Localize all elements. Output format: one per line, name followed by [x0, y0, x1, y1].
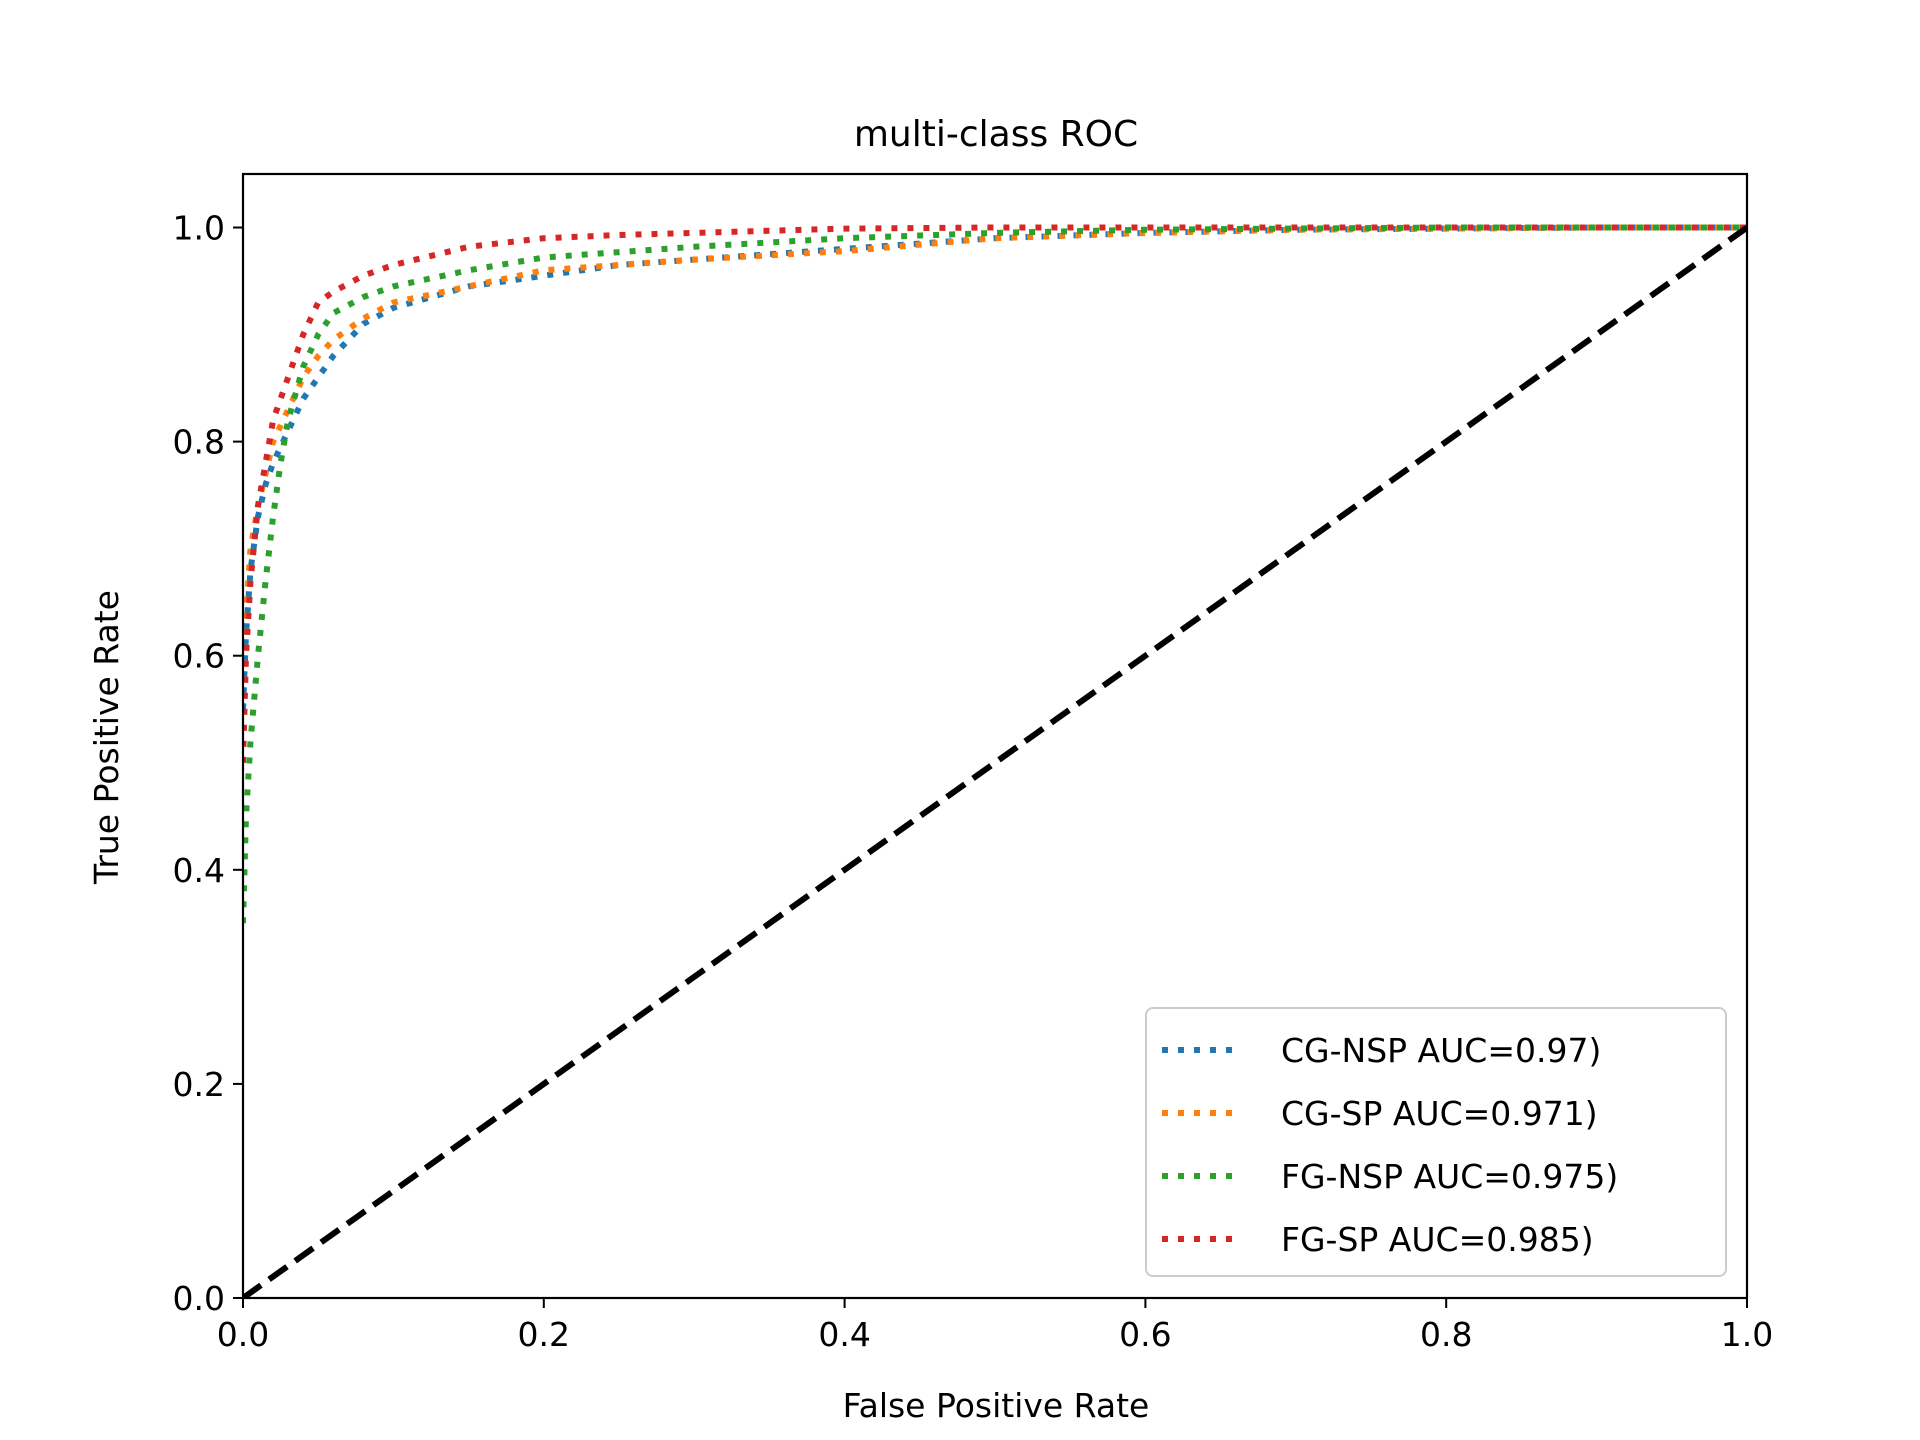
y-tick-label: 0.6 — [173, 637, 225, 676]
series-line-2 — [243, 224, 1747, 699]
legend: CG-NSP AUC=0.97) CG-SP AUC=0.971) FG-NSP A… — [1145, 1007, 1727, 1277]
y-tick-label: 0.4 — [173, 851, 225, 890]
x-tick-label: 0.0 — [217, 1315, 269, 1354]
axes-frame — [241, 172, 1749, 1300]
y-tick-label: 0.8 — [173, 423, 225, 462]
series-line-4 — [243, 224, 1747, 763]
legend-label-3: FG-NSP AUC=0.975) — [1281, 1157, 1618, 1196]
x-tick-label: 0.6 — [1119, 1315, 1171, 1354]
x-tick-label: 0.2 — [518, 1315, 570, 1354]
x-tick-label: 1.0 — [1721, 1315, 1773, 1354]
y-tick-label: 1.0 — [173, 209, 225, 248]
legend-label-2: CG-SP AUC=0.971) — [1281, 1094, 1598, 1133]
y-tick-label: 0.0 — [173, 1279, 225, 1318]
reference-diagonal-line — [243, 225, 1747, 1298]
y-tick-label: 0.2 — [173, 1065, 225, 1104]
x-tick-label: 0.4 — [818, 1315, 870, 1354]
x-axis-ticks: 0.0 0.2 0.4 0.6 0.8 1.0 — [217, 1298, 1773, 1354]
legend-label-1: CG-NSP AUC=0.97) — [1281, 1031, 1601, 1070]
y-axis-ticks: 0.0 0.2 0.4 0.6 0.8 1.0 — [173, 209, 243, 1318]
series-line-1 — [243, 224, 1747, 710]
x-axis-label: False Positive Rate — [843, 1386, 1150, 1425]
series-line-3 — [243, 224, 1747, 924]
plot-area — [241, 172, 1749, 1300]
series-group — [243, 224, 1747, 1298]
chart-title: multi-class ROC — [854, 114, 1138, 155]
legend-frame — [1145, 1007, 1727, 1277]
legend-label-4: FG-SP AUC=0.985) — [1281, 1220, 1594, 1259]
x-tick-label: 0.8 — [1420, 1315, 1472, 1354]
y-axis-label: True Positive Rate — [87, 590, 126, 885]
